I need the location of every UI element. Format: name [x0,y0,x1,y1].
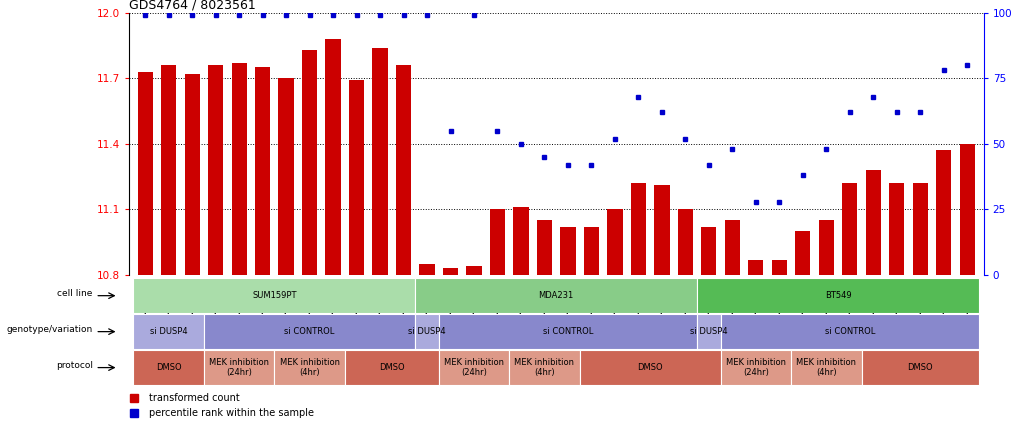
Bar [325,39,341,275]
Text: cell line: cell line [58,289,93,299]
Bar [373,48,387,275]
Bar [701,227,717,275]
Bar [771,260,787,275]
Text: si CONTROL: si CONTROL [543,327,593,336]
Bar [490,209,505,275]
Bar [255,67,270,275]
Bar [161,65,176,275]
Bar [819,220,834,275]
Bar [654,185,670,275]
Bar [349,80,365,275]
Bar [415,314,439,349]
Bar [678,209,693,275]
Text: DMSO: DMSO [638,363,663,372]
Bar [748,260,763,275]
Bar [396,65,411,275]
Bar [419,264,435,275]
Bar [913,183,928,275]
Bar [537,220,552,275]
Bar [134,314,204,349]
Bar [865,170,881,275]
Bar [204,350,274,385]
Bar [791,350,861,385]
Bar [439,314,697,349]
Bar [630,183,646,275]
Bar [278,78,294,275]
Text: genotype/variation: genotype/variation [6,325,93,335]
Bar [345,350,439,385]
Bar [725,220,740,275]
Text: percentile rank within the sample: percentile rank within the sample [149,409,314,418]
Text: si CONTROL: si CONTROL [284,327,335,336]
Bar [580,350,721,385]
Text: si DUSP4: si DUSP4 [408,327,446,336]
Text: MEK inhibition
(24hr): MEK inhibition (24hr) [209,358,269,377]
Bar [861,350,978,385]
Bar [843,183,857,275]
Bar [204,314,415,349]
Bar [795,231,811,275]
Text: si DUSP4: si DUSP4 [149,327,187,336]
Text: si CONTROL: si CONTROL [825,327,874,336]
Text: transformed count: transformed count [149,393,240,403]
Text: MDA231: MDA231 [539,291,574,300]
Bar [936,151,952,275]
Bar [889,183,904,275]
Bar [608,209,622,275]
Text: MEK inhibition
(24hr): MEK inhibition (24hr) [726,358,786,377]
Bar [232,63,247,275]
Bar [697,314,721,349]
Bar [560,227,576,275]
Text: DMSO: DMSO [156,363,181,372]
Text: si DUSP4: si DUSP4 [690,327,727,336]
Bar [302,50,317,275]
Text: MEK inhibition
(4hr): MEK inhibition (4hr) [514,358,575,377]
Bar [509,350,580,385]
Bar [584,227,599,275]
Bar [134,350,204,385]
Bar [960,144,974,275]
Text: BT549: BT549 [825,291,852,300]
Bar [439,350,509,385]
Bar [138,71,152,275]
Bar [415,278,697,313]
Bar [513,207,528,275]
Bar [208,65,224,275]
Bar [134,278,415,313]
Bar [274,350,345,385]
Bar [721,314,978,349]
Bar [721,350,791,385]
Bar [467,266,482,275]
Text: DMSO: DMSO [907,363,933,372]
Text: DMSO: DMSO [379,363,405,372]
Bar [184,74,200,275]
Text: MEK inhibition
(4hr): MEK inhibition (4hr) [279,358,340,377]
Bar [697,278,978,313]
Text: SUM159PT: SUM159PT [252,291,297,300]
Text: protocol: protocol [56,361,93,371]
Text: MEK inhibition
(4hr): MEK inhibition (4hr) [796,358,856,377]
Text: MEK inhibition
(24hr): MEK inhibition (24hr) [444,358,504,377]
Bar [443,269,458,275]
Text: GDS4764 / 8023561: GDS4764 / 8023561 [129,0,255,11]
